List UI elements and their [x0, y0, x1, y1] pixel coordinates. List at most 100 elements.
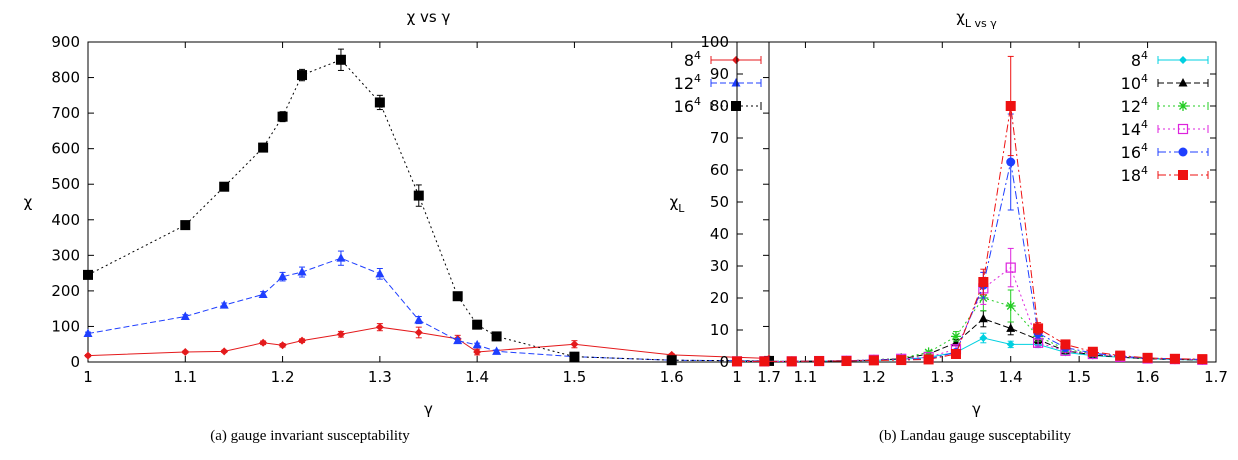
- x-tick-label: 1.6: [660, 368, 684, 386]
- legend-marker: [1178, 147, 1188, 157]
- data-point: [978, 313, 988, 323]
- data-point: [979, 334, 988, 342]
- data-point: [472, 339, 482, 349]
- data-point: [277, 111, 288, 122]
- x-tick-label: 1.2: [271, 368, 295, 386]
- series-18-4: 184: [732, 55, 1209, 367]
- data-point: [452, 291, 463, 302]
- data-point: [472, 319, 483, 330]
- caption-a: (a) gauge invariant susceptability: [210, 428, 410, 444]
- y-tick-label: 500: [51, 175, 80, 193]
- y-tick-label: 100: [700, 33, 729, 51]
- legend-marker: [1178, 101, 1188, 111]
- data-point: [570, 340, 579, 349]
- data-point: [868, 355, 879, 366]
- data-point: [841, 356, 852, 367]
- caption-b: (b) Landau gauge susceptability: [878, 428, 1072, 444]
- data-point: [786, 356, 797, 367]
- y-tick-label: 700: [51, 104, 80, 122]
- data-point: [84, 351, 92, 360]
- data-point: [297, 70, 308, 81]
- legend-marker: [731, 78, 741, 87]
- legend-label: 124: [674, 72, 701, 93]
- legend-marker: [731, 101, 741, 111]
- data-point: [1006, 157, 1016, 167]
- y-tick-label: 20: [710, 289, 729, 307]
- data-point: [491, 331, 502, 342]
- data-point: [180, 220, 191, 231]
- data-point: [259, 338, 268, 347]
- y-tick-label: 600: [51, 140, 80, 158]
- y-tick-label: 0: [70, 353, 80, 371]
- chart-title: χ vs γ: [407, 8, 451, 26]
- data-point: [1087, 346, 1098, 357]
- data-point: [181, 348, 190, 357]
- chart-b: 1 1.1 1.2 1.3 1.4 1.5 1.6 1.7 0 10 20 30 40 50 60 70 80 9…: [670, 8, 1228, 418]
- legend-label: 84: [684, 49, 701, 70]
- x-tick-label: 1.3: [368, 368, 392, 386]
- data-point: [413, 190, 424, 201]
- x-tick-label: 1.7: [757, 368, 781, 386]
- data-point: [1197, 354, 1208, 365]
- data-point: [1005, 101, 1016, 111]
- data-point: [1005, 301, 1016, 311]
- data-point: [414, 328, 423, 337]
- series-line: [737, 266, 1203, 362]
- legend-marker: [1179, 56, 1187, 64]
- series-line: [737, 337, 1203, 362]
- data-point: [336, 330, 345, 339]
- data-point: [375, 268, 385, 278]
- x-axis-label: γ: [424, 400, 433, 418]
- legend-label: 164: [1121, 141, 1148, 162]
- x-tick-label: 1: [732, 368, 742, 386]
- data-point: [219, 181, 230, 192]
- chart-title: χL vs γ: [956, 8, 997, 30]
- y-tick-label: 200: [51, 282, 80, 300]
- data-point: [298, 336, 307, 345]
- data-point: [83, 328, 93, 338]
- legend-label: 164: [674, 95, 701, 116]
- data-point: [759, 356, 770, 367]
- data-point: [220, 347, 229, 356]
- y-tick-label: 40: [710, 225, 729, 243]
- data-point: [1115, 350, 1126, 361]
- x-tick-label: 1.2: [862, 368, 886, 386]
- y-tick-label: 900: [51, 33, 80, 51]
- x-tick-label: 1.4: [999, 368, 1023, 386]
- series-16-4: 164: [732, 113, 1209, 366]
- legend-marker: [732, 56, 740, 64]
- data-point: [414, 315, 424, 324]
- series-line: [737, 318, 1203, 362]
- data-point: [1033, 323, 1044, 334]
- plot-frame: [87, 41, 770, 363]
- data-point: [374, 97, 385, 108]
- data-point: [336, 253, 346, 262]
- y-tick-label: 70: [710, 129, 729, 147]
- legend-label: 84: [1131, 49, 1148, 70]
- data-point: [666, 355, 677, 366]
- y-tick-label: 0: [719, 353, 729, 371]
- x-tick-label: 1.1: [173, 368, 197, 386]
- data-point: [814, 356, 825, 367]
- legend-marker: [1177, 123, 1189, 135]
- legend-marker: [1178, 78, 1188, 87]
- y-tick-label: 100: [51, 317, 80, 335]
- x-tick-label: 1.7: [1204, 368, 1228, 386]
- data-point: [1060, 339, 1071, 350]
- data-point: [278, 271, 288, 281]
- data-point: [1006, 340, 1015, 349]
- data-point: [180, 311, 190, 320]
- x-tick-label: 1.5: [562, 368, 586, 386]
- y-tick-label: 10: [710, 321, 729, 339]
- data-point: [473, 348, 482, 357]
- y-tick-label: 300: [51, 246, 80, 264]
- x-tick-label: 1.3: [930, 368, 954, 386]
- data-point: [732, 356, 742, 367]
- data-point: [278, 341, 287, 350]
- data-point: [258, 289, 268, 298]
- y-tick-label: 90: [710, 65, 729, 83]
- legend-marker: [1178, 170, 1188, 180]
- data-point: [950, 349, 961, 359]
- x-tick-label: 1.6: [1136, 368, 1160, 386]
- y-axis-label: χL: [670, 193, 686, 215]
